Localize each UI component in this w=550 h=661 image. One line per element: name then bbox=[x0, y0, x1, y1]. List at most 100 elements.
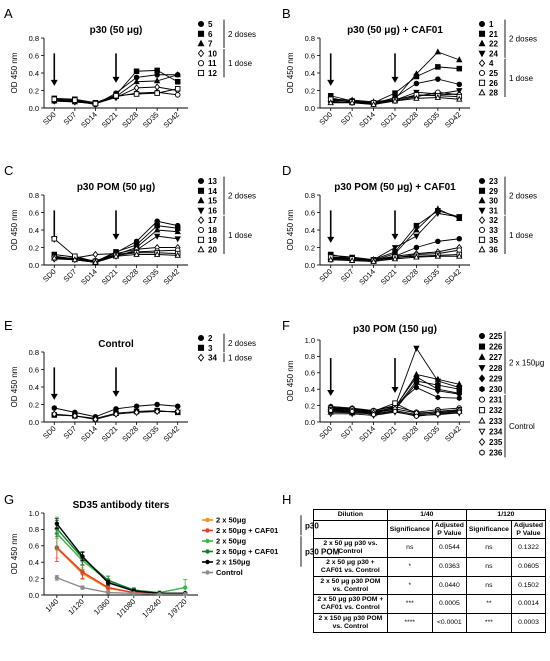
table-cell: *** bbox=[386, 594, 433, 614]
table-header-blank bbox=[313, 519, 388, 540]
open-triangle-marker bbox=[413, 253, 420, 260]
legend-label: 2 x 50μg + CAF01 bbox=[216, 526, 278, 535]
x-tick-label: SD21 bbox=[100, 424, 120, 444]
y-tick-label: 0.4 bbox=[305, 226, 315, 235]
open-triangle-marker bbox=[391, 97, 399, 104]
x-tick-label: SD35 bbox=[141, 267, 161, 287]
table-row: 2 x 150 μg p30 POM vs. Control **** <0.0… bbox=[313, 612, 547, 633]
x-tick-label: SD42 bbox=[443, 110, 463, 130]
y-tick-label: 0.6 bbox=[305, 51, 315, 60]
y-tick-label: 0.8 bbox=[305, 34, 315, 43]
table-cell: ns bbox=[465, 557, 512, 577]
series-28 bbox=[327, 93, 463, 107]
legend-label: 230 bbox=[489, 385, 503, 394]
legend-label: 6 bbox=[208, 30, 213, 39]
x-tick-label: 1/1080 bbox=[115, 597, 138, 620]
table-cell: ns bbox=[465, 538, 512, 559]
panel-letter-b: B bbox=[282, 6, 291, 21]
legend-label: 2 x 50μg + CAF01 bbox=[216, 547, 278, 556]
table-cell: 0.1502 bbox=[510, 575, 547, 596]
chart-title: Control bbox=[98, 339, 134, 350]
legend-group-label: 1 dose bbox=[228, 354, 253, 363]
legend-label: 24 bbox=[489, 49, 498, 58]
open-triangle-marker bbox=[478, 416, 486, 424]
table-cell: 0.0003 bbox=[510, 612, 547, 633]
chart-title: p30 (50 μg) + CAF01 bbox=[347, 25, 443, 36]
open-diamond-marker bbox=[478, 59, 486, 68]
x-tick-label: SD28 bbox=[120, 110, 140, 130]
filled-circle-marker bbox=[456, 235, 463, 242]
legend-label: 2 x 50μg bbox=[216, 516, 246, 525]
series-36 bbox=[327, 252, 463, 264]
series-5 bbox=[54, 574, 188, 597]
legend-label: 2 bbox=[208, 334, 213, 343]
filled-inv-triangle-marker bbox=[153, 233, 161, 240]
legend-label: 33 bbox=[489, 226, 498, 235]
x-tick-label: SD21 bbox=[379, 424, 399, 444]
dose-arrow-head bbox=[112, 233, 120, 240]
legend-group-label: Control bbox=[509, 422, 535, 431]
y-tick-label: 0.2 bbox=[29, 574, 39, 583]
legend-label: 13 bbox=[208, 177, 217, 186]
legend-label: 4 bbox=[489, 59, 494, 68]
y-tick-label: 0.6 bbox=[29, 542, 39, 551]
x-tick-label: 1/360 bbox=[92, 597, 112, 617]
open-circle-marker bbox=[197, 226, 205, 234]
legend-label: 35 bbox=[489, 236, 498, 245]
filled-square-marker bbox=[392, 90, 398, 96]
filled-circle-marker bbox=[51, 405, 58, 411]
legend-label: 28 bbox=[489, 89, 498, 98]
legend-label: 32 bbox=[489, 216, 498, 225]
open-triangle-marker bbox=[327, 256, 334, 263]
open-diamond-marker bbox=[478, 438, 486, 446]
filled-circle-marker bbox=[435, 238, 441, 245]
filled-circle-marker bbox=[197, 177, 205, 185]
filled-inv-triangle-marker bbox=[456, 214, 463, 221]
legend-label: 1 bbox=[489, 20, 494, 29]
legend-label: 229 bbox=[489, 374, 503, 383]
filled-circle-marker bbox=[478, 177, 486, 185]
x-tick-label: SD28 bbox=[120, 424, 140, 444]
dose-arrow-head bbox=[50, 393, 58, 400]
y-tick-label: 0.8 bbox=[305, 352, 315, 361]
table-row-label: 2 x 150 μg p30 POM vs. Control bbox=[313, 612, 388, 633]
chart-title: SD35 antibody titers bbox=[73, 500, 170, 511]
filled-circle-marker bbox=[154, 71, 160, 78]
table-cell: 0.0014 bbox=[510, 594, 547, 614]
filled-circle-marker bbox=[197, 334, 205, 342]
open-triangle-marker bbox=[153, 250, 161, 257]
x-tick-label: SD7 bbox=[339, 424, 356, 441]
panel-letter-e: E bbox=[4, 318, 13, 333]
open-triangle-marker bbox=[478, 88, 486, 96]
open-inv-triangle-marker bbox=[478, 428, 486, 436]
legend-label: 236 bbox=[489, 449, 503, 458]
filled-square-marker bbox=[478, 343, 486, 350]
y-tick-label: 0.4 bbox=[29, 558, 39, 567]
open-hexagon-marker bbox=[371, 411, 377, 418]
data-point bbox=[131, 591, 137, 596]
dose-arrow-head bbox=[50, 79, 58, 86]
open-diamond-marker bbox=[197, 216, 205, 225]
y-tick-label: 0.6 bbox=[305, 208, 315, 217]
filled-square-marker bbox=[456, 65, 463, 72]
data-point bbox=[80, 585, 85, 590]
series-2 bbox=[54, 516, 188, 596]
table-cell: 0.0544 bbox=[431, 538, 467, 559]
filled-circle-marker bbox=[435, 76, 441, 82]
dose-arrow-head bbox=[327, 236, 335, 243]
legend-label: 234 bbox=[489, 427, 503, 436]
x-tick-label: SD0 bbox=[41, 424, 58, 441]
open-triangle-marker bbox=[327, 99, 334, 106]
table-row-label: 2 x 50 μg p30 + CAF01 vs. Control bbox=[313, 557, 388, 577]
dose-arrow-head bbox=[391, 233, 399, 240]
series-line bbox=[56, 523, 186, 595]
table-row: 2 x 50 μg p30 POM + CAF01 vs. Control **… bbox=[313, 594, 547, 614]
filled-triangle-marker bbox=[197, 196, 205, 204]
table-cell: 0.0363 bbox=[431, 557, 467, 577]
series-12 bbox=[51, 85, 181, 107]
filled-inv-triangle-marker bbox=[434, 210, 442, 217]
